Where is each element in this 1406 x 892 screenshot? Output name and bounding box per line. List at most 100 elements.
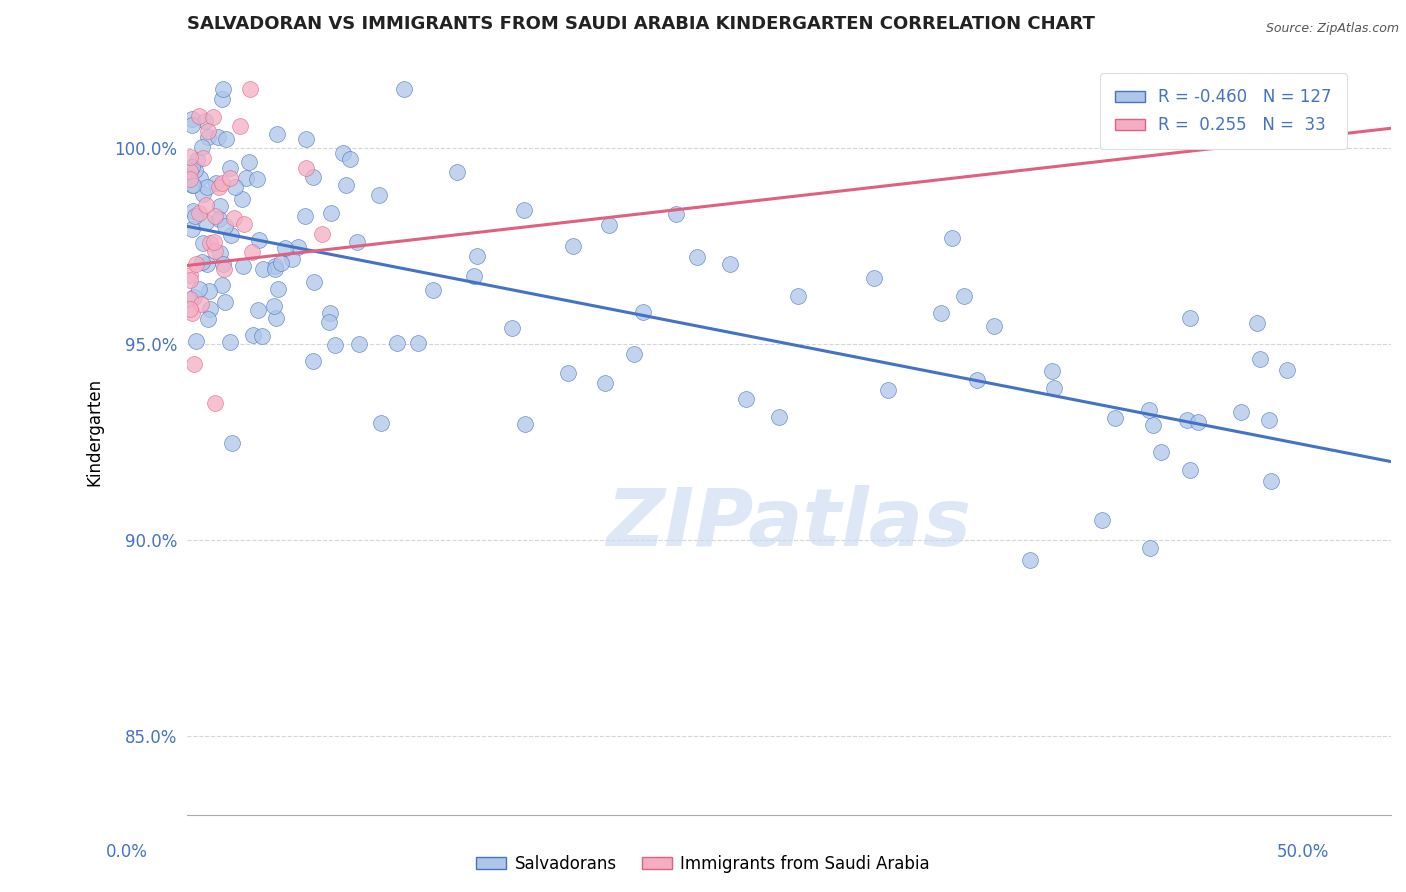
Point: [238, 154, 260, 169]
Point: [186, 153, 208, 167]
Point: [218, 161, 240, 176]
Point: [1043, 382, 1066, 396]
Point: [224, 180, 246, 194]
Point: [877, 383, 900, 397]
Point: [183, 178, 205, 193]
Point: [214, 294, 236, 309]
Point: [198, 236, 221, 251]
Point: [267, 282, 290, 296]
Point: [179, 268, 201, 283]
Point: [735, 392, 758, 406]
Point: [212, 82, 235, 96]
Point: [465, 249, 488, 263]
Point: [718, 257, 741, 271]
Point: [195, 215, 218, 229]
Point: [187, 206, 209, 220]
Point: [233, 217, 256, 231]
Point: [193, 186, 215, 201]
Point: [212, 257, 235, 271]
Point: [281, 252, 304, 267]
Point: [219, 171, 242, 186]
Point: [190, 255, 212, 269]
Point: [1275, 363, 1298, 377]
Point: [347, 337, 370, 351]
Point: [190, 296, 212, 310]
Point: [242, 245, 264, 260]
Point: [204, 244, 226, 258]
Point: [1142, 417, 1164, 432]
Point: [501, 321, 523, 335]
Point: [188, 170, 211, 185]
Point: [302, 354, 325, 368]
Point: [295, 161, 318, 175]
Point: [787, 289, 810, 303]
Point: [1091, 513, 1114, 527]
Point: [685, 251, 707, 265]
Point: [392, 82, 415, 96]
Point: [302, 275, 325, 289]
Point: [983, 318, 1005, 333]
Point: [1258, 413, 1281, 427]
Point: [1249, 351, 1271, 366]
Point: [422, 284, 444, 298]
Point: [202, 111, 225, 125]
Point: [1187, 416, 1209, 430]
Point: [179, 150, 201, 164]
Point: [181, 203, 204, 218]
Point: [179, 302, 201, 317]
Point: [239, 82, 262, 96]
Point: [633, 305, 655, 319]
Point: [242, 328, 264, 343]
Point: [1040, 364, 1063, 378]
Point: [232, 259, 254, 273]
Point: [231, 193, 253, 207]
Point: [929, 305, 952, 319]
Point: [270, 256, 292, 270]
Point: [208, 179, 231, 194]
Point: [557, 367, 579, 381]
Point: [332, 145, 354, 160]
Point: [197, 312, 219, 326]
Point: [1150, 445, 1173, 459]
Point: [266, 127, 288, 141]
Point: [264, 310, 287, 325]
Point: [202, 235, 225, 249]
Point: [209, 246, 232, 260]
Legend: Salvadorans, Immigrants from Saudi Arabia: Salvadorans, Immigrants from Saudi Arabi…: [470, 848, 936, 880]
Point: [181, 112, 204, 126]
Point: [194, 113, 217, 128]
Point: [229, 119, 252, 133]
Point: [184, 334, 207, 348]
Point: [211, 92, 233, 106]
Text: 50.0%: 50.0%: [1277, 843, 1329, 861]
Point: [183, 210, 205, 224]
Point: [211, 277, 233, 292]
Point: [207, 129, 229, 144]
Point: [863, 270, 886, 285]
Point: [181, 160, 204, 174]
Point: [219, 335, 242, 350]
Point: [1139, 541, 1161, 555]
Legend: R = -0.460   N = 127, R =  0.255   N =  33: R = -0.460 N = 127, R = 0.255 N = 33: [1099, 73, 1347, 150]
Point: [214, 219, 236, 234]
Point: [598, 218, 620, 232]
Point: [183, 290, 205, 304]
Point: [246, 172, 269, 186]
Point: [318, 306, 340, 320]
Point: [193, 235, 215, 250]
Point: [294, 209, 316, 223]
Point: [941, 230, 963, 244]
Point: [1229, 405, 1251, 419]
Point: [188, 282, 211, 296]
Point: [1260, 474, 1282, 488]
Point: [513, 417, 536, 431]
Point: [197, 124, 219, 138]
Point: [208, 211, 231, 226]
Point: [264, 259, 287, 273]
Point: [1178, 310, 1201, 325]
Point: [181, 178, 204, 193]
Point: [197, 130, 219, 145]
Point: [1180, 463, 1202, 477]
Point: [179, 172, 201, 186]
Point: [593, 376, 616, 390]
